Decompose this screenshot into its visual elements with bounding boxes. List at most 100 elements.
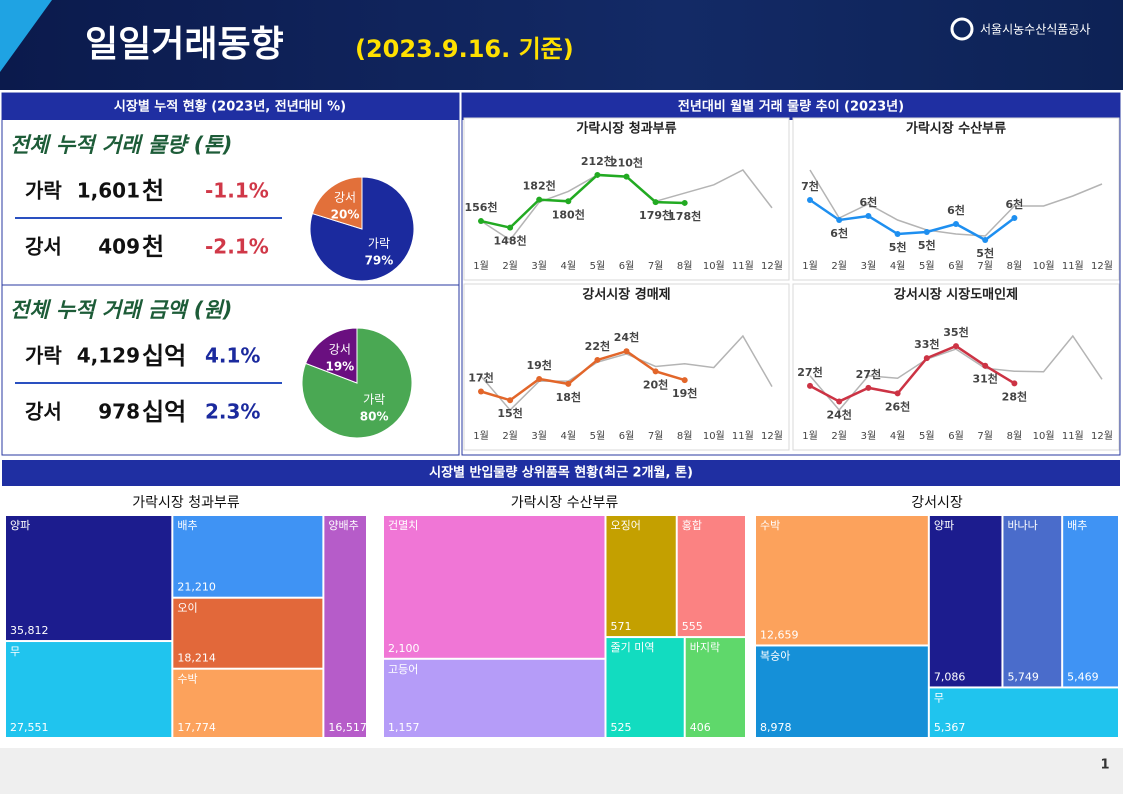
- tile-label: 홍합: [682, 518, 702, 532]
- section-heading: 전체 누적 거래 금액 (원): [10, 298, 232, 322]
- treemap-header: [2, 460, 1120, 486]
- x-tick-label: 11월: [1062, 430, 1084, 442]
- tile-label: 오이: [177, 602, 197, 615]
- x-tick-label: 8월: [1007, 430, 1023, 442]
- chart-title: 강서시장 시장도매인제: [894, 287, 1018, 303]
- data-label: 19천: [526, 358, 551, 372]
- point: [478, 388, 484, 395]
- data-label: 5천: [918, 238, 936, 252]
- point: [982, 362, 989, 369]
- data-label: 212천: [581, 154, 614, 168]
- tile-label: 양배추: [328, 519, 358, 532]
- treemap-tile: [677, 516, 745, 637]
- treemap-name: 가락시장 수산부류: [511, 495, 619, 511]
- treemap-tile: [606, 516, 676, 637]
- treemap-tile: [173, 669, 323, 737]
- point: [536, 196, 543, 203]
- data-label: 35천: [943, 325, 968, 339]
- point: [923, 229, 930, 235]
- x-tick-label: 10월: [703, 260, 725, 272]
- pie-value: 79%: [365, 254, 394, 268]
- data-label: 27천: [856, 367, 881, 381]
- tile-value: 5,749: [1007, 670, 1039, 683]
- point: [623, 348, 630, 355]
- x-tick-label: 8월: [677, 260, 693, 272]
- data-label: 26천: [885, 399, 910, 413]
- x-tick-label: 2월: [502, 260, 518, 272]
- x-tick-label: 10월: [1033, 430, 1055, 442]
- pie-value: 19%: [325, 360, 354, 374]
- x-tick-label: 4월: [561, 260, 577, 272]
- tile-label: 바지락: [690, 641, 720, 654]
- point: [565, 380, 572, 387]
- kpi-unit: 십억: [142, 342, 186, 370]
- tile-value: 1,157: [388, 721, 420, 734]
- page-date: (2023.9.16. 기준): [355, 35, 574, 63]
- x-tick-label: 11월: [1062, 260, 1084, 272]
- treemap-tile: [384, 516, 605, 658]
- point: [507, 224, 514, 231]
- tile-value: 16,517: [328, 721, 367, 734]
- x-tick-label: 5월: [590, 260, 606, 272]
- tile-value: 12,659: [760, 628, 799, 641]
- x-tick-label: 4월: [890, 260, 906, 272]
- tile-value: 17,774: [177, 721, 216, 734]
- trend-title: 전년대비 월별 거래 물량 추이 (2023년): [678, 99, 904, 115]
- treemap-tile: [384, 659, 605, 737]
- market-name: 강서: [25, 235, 62, 259]
- data-label: 6천: [947, 203, 965, 217]
- x-tick-label: 3월: [861, 430, 877, 442]
- data-label: 28천: [1002, 389, 1027, 403]
- tile-label: 양파: [10, 519, 30, 532]
- tile-value: 525: [610, 721, 631, 734]
- x-tick-label: 2월: [831, 430, 847, 442]
- treemap-tile: [756, 646, 928, 737]
- tile-value: 406: [690, 721, 711, 734]
- tile-value: 5,469: [1067, 670, 1099, 683]
- data-label: 182천: [523, 179, 556, 193]
- x-tick-label: 3월: [861, 260, 877, 272]
- kpi-change: -1.1%: [205, 179, 269, 203]
- pie-category: 가락: [363, 392, 385, 406]
- x-tick-label: 8월: [677, 430, 693, 442]
- chart-title: 가락시장 청과부류: [576, 121, 676, 137]
- data-label: 5천: [889, 240, 907, 254]
- pie-category: 가락: [368, 237, 390, 251]
- kpi-value: 4,129: [77, 344, 140, 368]
- data-label: 180천: [552, 207, 585, 221]
- x-tick-label: 1월: [473, 430, 489, 442]
- x-tick-label: 3월: [531, 260, 547, 272]
- header-corner: [0, 0, 52, 72]
- tile-value: 7,086: [934, 670, 966, 683]
- point: [865, 384, 872, 391]
- summary-title: 시장별 누적 현황 (2023년, 전년대비 %): [114, 99, 346, 115]
- kpi-value: 1,601: [77, 179, 140, 203]
- tile-label: 수박: [760, 519, 780, 532]
- x-tick-label: 12월: [1091, 430, 1113, 442]
- data-label: 24천: [614, 330, 639, 344]
- data-label: 156천: [464, 200, 497, 214]
- pie-category: 강서: [334, 190, 356, 204]
- data-label: 148천: [494, 234, 527, 248]
- tile-label: 고등어: [388, 663, 418, 676]
- point: [681, 199, 688, 206]
- kpi-unit: 십억: [142, 398, 186, 426]
- treemap-tile: [606, 638, 684, 737]
- point: [953, 221, 959, 227]
- treemap-tile: [173, 598, 323, 668]
- tile-value: 35,812: [10, 624, 49, 637]
- treemap-tile: [929, 516, 1002, 687]
- market-name: 강서: [25, 400, 62, 424]
- treemap-tile: [173, 516, 323, 597]
- x-tick-label: 4월: [890, 430, 906, 442]
- point: [923, 355, 930, 362]
- point: [982, 237, 989, 243]
- x-tick-label: 7월: [648, 430, 664, 442]
- summary-header: [2, 93, 459, 120]
- point: [681, 377, 688, 384]
- chart-cell: [792, 117, 1120, 281]
- x-tick-label: 5월: [919, 260, 935, 272]
- kpi-change: -2.1%: [205, 235, 269, 259]
